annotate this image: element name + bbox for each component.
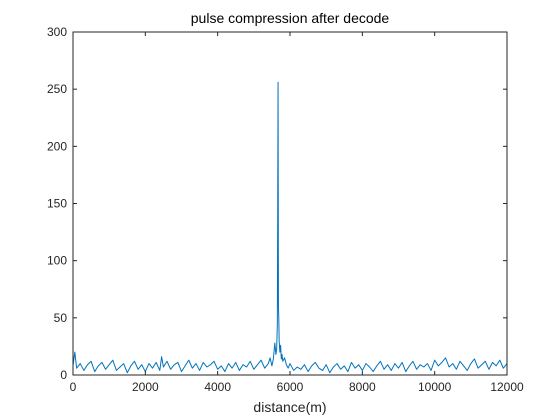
y-tick-label: 250	[47, 82, 67, 96]
x-tick-label: 10000	[418, 380, 452, 394]
x-tick-label: 12000	[490, 380, 524, 394]
y-axis: 0 50 100 150 200 250 300	[47, 25, 507, 382]
x-tick-label: 0	[70, 380, 77, 394]
y-tick-label: 50	[54, 311, 68, 325]
x-tick-label: 6000	[277, 380, 304, 394]
y-tick-label: 100	[47, 254, 67, 268]
axes-background	[73, 32, 507, 375]
x-tick-label: 2000	[132, 380, 159, 394]
series-layer	[72, 81, 508, 374]
y-tick-label: 150	[47, 197, 67, 211]
y-tick-label: 300	[47, 25, 67, 39]
series-line-1	[72, 81, 508, 374]
x-tick-label: 4000	[204, 380, 231, 394]
chart-title: pulse compression after decode	[191, 10, 390, 26]
y-tick-label: 0	[60, 368, 67, 382]
x-axis: 0 2000 4000 6000 8000 10000 12000	[70, 32, 524, 394]
x-axis-label: distance(m)	[253, 399, 326, 415]
y-tick-label: 200	[47, 139, 67, 153]
x-tick-label: 8000	[349, 380, 376, 394]
